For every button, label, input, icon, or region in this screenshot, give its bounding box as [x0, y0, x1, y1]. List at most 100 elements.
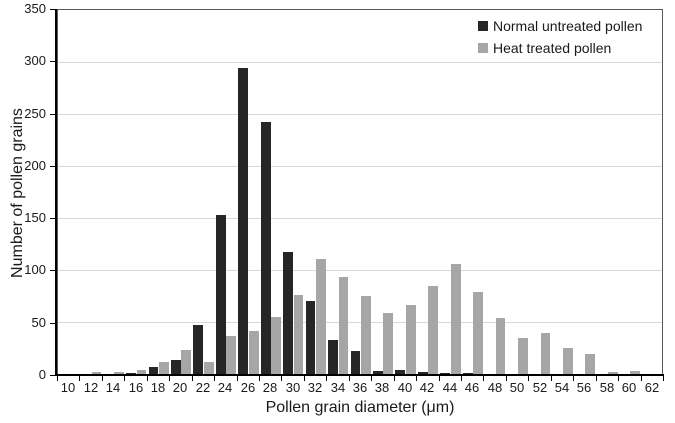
x-tick-3 [124, 376, 125, 381]
bar-heat-28 [271, 317, 282, 374]
x-tick-label-34: 34 [330, 380, 346, 395]
legend-item-normal: Normal untreated pollen [478, 15, 642, 37]
bar-heat-40 [405, 305, 416, 374]
x-tick-label-18: 18 [150, 380, 166, 395]
x-tick-26 [641, 376, 642, 381]
x-tick-17 [439, 376, 440, 381]
bar-heat-16 [136, 370, 147, 374]
x-tick-label-32: 32 [307, 380, 323, 395]
x-tick-16 [416, 376, 417, 381]
bar-heat-38 [383, 313, 394, 374]
bar-normal-46 [462, 373, 473, 374]
x-tick-24 [596, 376, 597, 381]
bar-normal-40 [395, 370, 406, 374]
x-tick-label-20: 20 [172, 380, 188, 395]
x-tick-4 [147, 376, 148, 381]
bar-heat-20 [181, 350, 192, 374]
bar-normal-36 [350, 351, 361, 374]
y-tick-label-0: 0 [38, 367, 46, 382]
y-tick-label-150: 150 [24, 210, 46, 225]
x-tick-label-40: 40 [397, 380, 413, 395]
x-tick-label-48: 48 [487, 380, 503, 395]
x-tick-6 [192, 376, 193, 381]
legend-item-heat: Heat treated pollen [478, 37, 642, 59]
x-tick-8 [237, 376, 238, 381]
x-axis-line [55, 374, 664, 376]
x-tick-label-30: 30 [285, 380, 301, 395]
bar-heat-56 [585, 354, 596, 374]
x-tick-label-16: 16 [128, 380, 144, 395]
x-tick-label-28: 28 [262, 380, 278, 395]
bar-normal-38 [372, 371, 383, 374]
bar-heat-46 [473, 292, 484, 374]
bar-heat-36 [361, 296, 371, 374]
y-tick-label-350: 350 [24, 1, 46, 16]
x-tick-10 [281, 376, 282, 381]
bar-heat-50 [518, 338, 528, 374]
y-axis-line [55, 9, 57, 376]
gridline-200 [58, 166, 662, 167]
x-tick-23 [573, 376, 574, 381]
x-tick-7 [214, 376, 215, 381]
x-tick-label-58: 58 [599, 380, 615, 395]
y-tick-label-300: 300 [24, 53, 46, 68]
gridline-150 [58, 218, 662, 219]
bar-normal-16 [126, 373, 136, 374]
x-tick-0 [57, 376, 58, 381]
x-tick-label-36: 36 [352, 380, 368, 395]
bar-heat-32 [316, 259, 326, 374]
bar-heat-18 [159, 362, 169, 374]
bar-normal-30 [283, 252, 293, 374]
x-tick-20 [506, 376, 507, 381]
bar-normal-22 [193, 325, 204, 374]
x-tick-19 [483, 376, 484, 381]
bar-heat-60 [630, 371, 641, 374]
bar-heat-26 [248, 331, 259, 374]
legend-swatch-normal [478, 21, 488, 31]
y-tick-100 [50, 270, 55, 271]
x-tick-13 [349, 376, 350, 381]
x-tick-1 [79, 376, 80, 381]
legend: Normal untreated pollen Heat treated pol… [478, 15, 642, 59]
bar-heat-14 [114, 372, 124, 374]
bar-heat-12 [91, 372, 102, 374]
y-tick-label-250: 250 [24, 106, 46, 121]
bar-heat-58 [607, 372, 618, 374]
x-tick-2 [102, 376, 103, 381]
x-tick-11 [304, 376, 305, 381]
x-tick-14 [371, 376, 372, 381]
x-tick-label-46: 46 [464, 380, 480, 395]
y-tick-label-200: 200 [24, 158, 46, 173]
bar-normal-44 [440, 373, 451, 374]
bar-normal-32 [305, 301, 316, 374]
bar-normal-24 [215, 215, 226, 374]
x-tick-22 [551, 376, 552, 381]
y-tick-0 [50, 375, 55, 376]
x-tick-label-10: 10 [60, 380, 76, 395]
y-tick-150 [50, 218, 55, 219]
gridline-300 [58, 62, 662, 63]
bar-heat-54 [563, 348, 573, 374]
gridline-50 [58, 322, 662, 323]
x-tick-label-38: 38 [374, 380, 390, 395]
x-tick-label-52: 52 [532, 380, 548, 395]
y-tick-350 [50, 9, 55, 10]
x-tick-12 [326, 376, 327, 381]
x-tick-27 [663, 376, 664, 381]
bar-heat-52 [540, 333, 551, 374]
x-tick-18 [461, 376, 462, 381]
y-axis-title: Number of pollen grains [9, 108, 26, 278]
x-tick-label-56: 56 [576, 380, 592, 395]
x-tick-label-14: 14 [105, 380, 121, 395]
legend-label-normal: Normal untreated pollen [493, 18, 643, 34]
x-tick-label-44: 44 [442, 380, 458, 395]
legend-label-heat: Heat treated pollen [493, 40, 612, 56]
bar-heat-42 [428, 286, 439, 374]
bar-normal-34 [328, 340, 338, 374]
x-tick-label-12: 12 [83, 380, 99, 395]
bar-normal-42 [417, 372, 428, 374]
x-tick-label-50: 50 [509, 380, 525, 395]
y-tick-50 [50, 323, 55, 324]
bar-heat-24 [226, 336, 237, 374]
